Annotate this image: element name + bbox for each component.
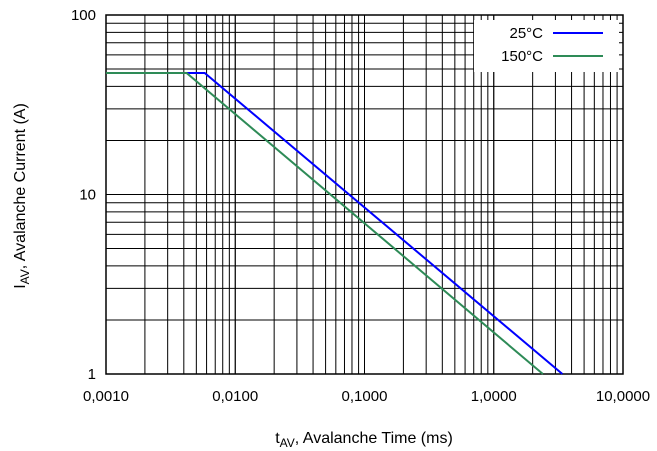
series-line-1 xyxy=(106,72,544,375)
y-tick-label: 1 xyxy=(88,366,96,383)
x-tick-label: 0,0010 xyxy=(83,388,129,405)
x-tick-labels: 0,0010 0,0100 0,1000 1,0000 10,0000 xyxy=(83,388,650,405)
x-axis-label-rest: , Avalanche Time (ms) xyxy=(295,430,453,447)
y-tick-labels: 1 10 100 xyxy=(71,7,96,383)
legend-label-1: 150°C xyxy=(501,48,543,65)
x-tick-label: 10,0000 xyxy=(596,388,650,405)
y-axis-label-sub: AV xyxy=(18,269,32,284)
legend: 25°C 150°C xyxy=(474,20,619,72)
x-axis-label-sub: AV xyxy=(280,436,295,450)
series-layer xyxy=(106,72,564,375)
y-axis-label-main: I xyxy=(12,284,29,288)
x-axis-label: tAV, Avalanche Time (ms) xyxy=(275,430,453,450)
y-tick-label: 10 xyxy=(79,187,96,204)
x-tick-label: 0,0100 xyxy=(212,388,258,405)
x-tick-label: 1,0000 xyxy=(471,388,517,405)
legend-background xyxy=(474,20,619,72)
plot-frame xyxy=(105,14,624,375)
y-axis-label: IAV, Avalanche Current (A) xyxy=(12,103,32,289)
x-axis-label-main: t xyxy=(275,430,280,447)
legend-label-0: 25°C xyxy=(509,25,543,42)
x-tick-label: 0,1000 xyxy=(342,388,388,405)
y-tick-label: 100 xyxy=(71,7,96,24)
y-axis-label-rest: , Avalanche Current (A) xyxy=(12,103,29,269)
